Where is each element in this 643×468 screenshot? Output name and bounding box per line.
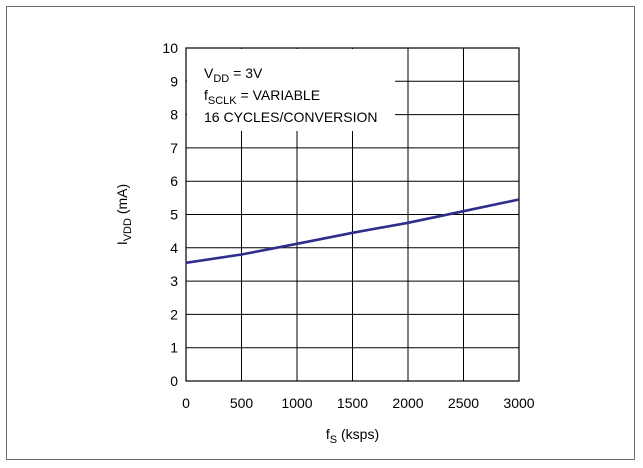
annotation-main: 16 CYCLES/CONVERSION (204, 109, 378, 125)
y-tick-label: 10 (162, 40, 178, 56)
plot-border (185, 47, 520, 382)
annotation-subscript: DD (213, 73, 229, 85)
annotation-line: fSCLK = VARIABLE (204, 87, 320, 107)
plot-area (185, 47, 520, 382)
x-axis-label-sub: S (330, 434, 337, 446)
y-tick-label: 1 (170, 340, 178, 356)
annotation-background (187, 49, 395, 131)
y-tick-label: 8 (170, 107, 178, 123)
annotation-line: 16 CYCLES/CONVERSION (204, 109, 378, 125)
annotation-rest: = VARIABLE (237, 87, 320, 103)
y-tick-label: 5 (170, 207, 178, 223)
x-tick-label: 1000 (281, 395, 312, 411)
y-tick-label: 2 (170, 306, 178, 322)
annotation-subscript: SCLK (208, 95, 237, 107)
annotation-main: f (204, 87, 208, 103)
y-tick-label: 7 (170, 140, 178, 156)
y-tick-label: 9 (170, 73, 178, 89)
annotation-main: V (204, 65, 214, 81)
x-tick-label: 2000 (392, 395, 423, 411)
y-axis-label-sub: VDD (122, 218, 134, 241)
y-tick-label: 3 (170, 273, 178, 289)
y-tick-labels: 0 1 2 3 4 5 6 7 8 9 10 (162, 40, 178, 389)
x-axis-label-rest: (ksps) (337, 426, 379, 442)
x-axis-label: fS (ksps) (326, 426, 379, 446)
x-axis-label-main: f (326, 426, 330, 442)
y-tick-label: 6 (170, 173, 178, 189)
x-tick-label: 1500 (337, 395, 368, 411)
x-tick-label: 2500 (448, 395, 479, 411)
y-tick-label: 4 (170, 240, 178, 256)
annotation-rest: = 3V (229, 65, 263, 81)
y-tick-label: 0 (170, 373, 178, 389)
series-line (185, 198, 520, 265)
x-tick-label: 0 (182, 395, 190, 411)
y-axis-label: IVDD (mA) (114, 184, 134, 245)
y-axis-label-rest: (mA) (114, 184, 130, 218)
y-axis-label-main: I (114, 241, 130, 245)
annotation-line: VDD = 3V (204, 65, 263, 85)
x-tick-labels: 0 500 1000 1500 2000 2500 3000 (182, 395, 535, 411)
series-layer (185, 198, 520, 265)
x-tick-label: 500 (230, 395, 254, 411)
x-tick-label: 3000 (503, 395, 534, 411)
